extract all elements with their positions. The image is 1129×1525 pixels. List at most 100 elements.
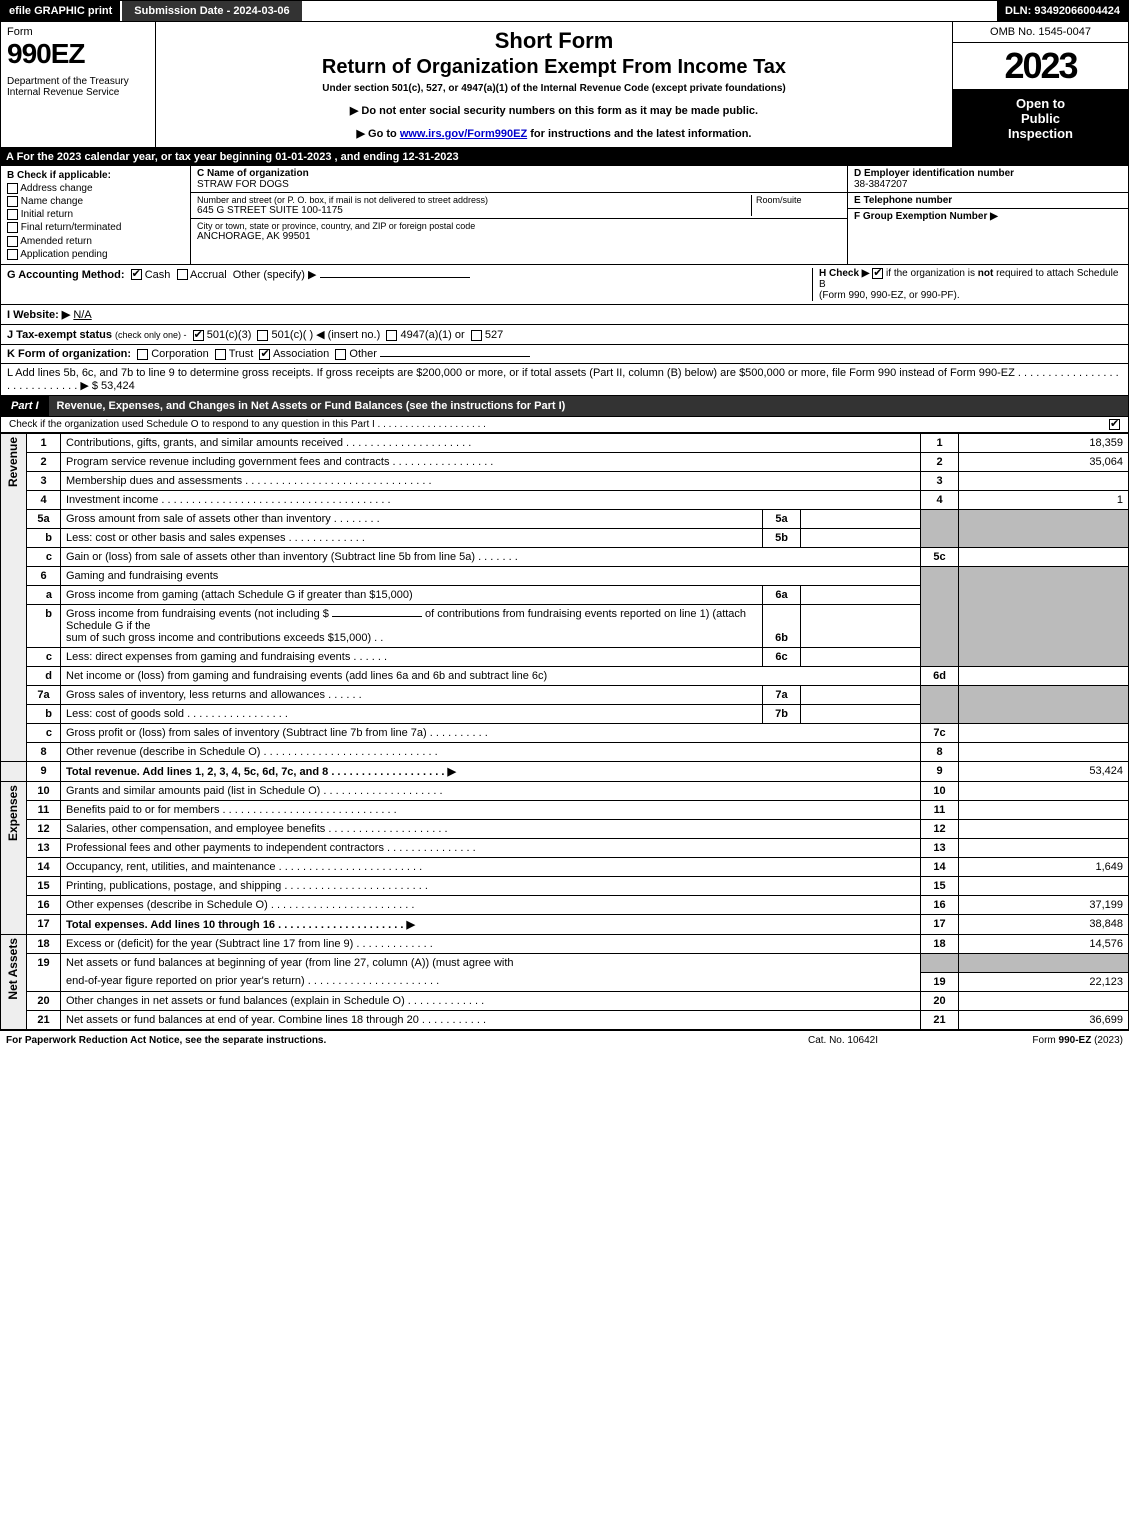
org-city: ANCHORAGE, AK 99501 — [197, 231, 841, 242]
line-14: 14 Occupancy, rent, utilities, and maint… — [1, 858, 1129, 877]
ln-16-val: 37,199 — [959, 896, 1129, 915]
j-label: J Tax-exempt status — [7, 329, 112, 341]
ln-4-desc: Investment income . . . . . . . . . . . … — [61, 491, 921, 510]
ln-19-rnum: 19 — [921, 972, 959, 991]
line-15: 15 Printing, publications, postage, and … — [1, 877, 1129, 896]
chk-4947[interactable] — [386, 330, 397, 341]
ln-13-val — [959, 839, 1129, 858]
ln-14-val: 1,649 — [959, 858, 1129, 877]
ln-10-desc: Grants and similar amounts paid (list in… — [61, 782, 921, 801]
ln-19-shade-val — [959, 954, 1129, 973]
tax-year: 2023 — [953, 43, 1128, 90]
street-head: Number and street (or P. O. box, if mail… — [197, 195, 751, 205]
ln-1-desc: Contributions, gifts, grants, and simila… — [61, 434, 921, 453]
chk-other-org[interactable] — [335, 349, 346, 360]
form-title-block: Short Form Return of Organization Exempt… — [156, 22, 953, 147]
chk-initial-return-label: Initial return — [21, 209, 73, 220]
irs-link[interactable]: www.irs.gov/Form990EZ — [400, 128, 527, 140]
topbar-spacer — [302, 1, 997, 21]
expenses-vlabel: Expenses — [6, 785, 20, 841]
check-if-applicable: B Check if applicable: Address change Na… — [1, 166, 191, 264]
return-title: Return of Organization Exempt From Incom… — [166, 56, 942, 79]
b-label: B Check if applicable: — [7, 170, 111, 181]
goto-pre: ▶ Go to — [357, 128, 400, 140]
chk-amended-return[interactable]: Amended return — [7, 236, 184, 247]
chk-501c3[interactable] — [193, 330, 204, 341]
ln-6b-blank[interactable] — [332, 616, 422, 617]
line-7a: 7a Gross sales of inventory, less return… — [1, 686, 1129, 705]
ln-8-num: 8 — [27, 743, 61, 762]
omb-number: OMB No. 1545-0047 — [953, 22, 1128, 43]
ln-5a-num: 5a — [27, 510, 61, 529]
chk-527[interactable] — [471, 330, 482, 341]
ln-15-desc: Printing, publications, postage, and shi… — [61, 877, 921, 896]
ln-21-desc: Net assets or fund balances at end of ye… — [61, 1010, 921, 1029]
j-501c3: 501(c)(3) — [207, 329, 252, 341]
dln-label: DLN: 93492066004424 — [997, 1, 1128, 21]
chk-association[interactable] — [259, 349, 270, 360]
line-19a: 19 Net assets or fund balances at beginn… — [1, 954, 1129, 973]
ln-7a-mid: 7a — [763, 686, 801, 705]
ln-17-num: 17 — [27, 915, 61, 935]
line-5a: 5a Gross amount from sale of assets othe… — [1, 510, 1129, 529]
ln-20-rnum: 20 — [921, 991, 959, 1010]
ln-7a-num: 7a — [27, 686, 61, 705]
chk-schedule-o-used[interactable] — [1109, 419, 1120, 430]
ln-5b-mval — [801, 529, 921, 548]
l-value: 53,424 — [98, 380, 135, 392]
efile-print-button[interactable]: efile GRAPHIC print — [1, 1, 120, 21]
ln-6d-desc: Net income or (loss) from gaming and fun… — [61, 667, 921, 686]
chk-corporation[interactable] — [137, 349, 148, 360]
chk-cash[interactable] — [131, 269, 142, 280]
ln-5a-desc: Gross amount from sale of assets other t… — [61, 510, 763, 529]
g-cash: Cash — [145, 269, 171, 281]
form-footer-id: Form 990-EZ (2023) — [943, 1035, 1123, 1046]
footer-form-pre: Form — [1032, 1035, 1058, 1046]
ln-3-num: 3 — [27, 472, 61, 491]
revenue-vlabel-end — [1, 762, 27, 782]
ln-6d-val — [959, 667, 1129, 686]
ln-8-rnum: 8 — [921, 743, 959, 762]
line-9: 9 Total revenue. Add lines 1, 2, 3, 4, 5… — [1, 762, 1129, 782]
chk-final-return[interactable]: Final return/terminated — [7, 222, 184, 233]
line-5c: c Gain or (loss) from sale of assets oth… — [1, 548, 1129, 567]
city-head: City or town, state or province, country… — [197, 221, 841, 231]
ln-16-desc: Other expenses (describe in Schedule O) … — [61, 896, 921, 915]
row-k-form-org: K Form of organization: Corporation Trus… — [0, 345, 1129, 364]
ln-8-desc: Other revenue (describe in Schedule O) .… — [61, 743, 921, 762]
chk-initial-return[interactable]: Initial return — [7, 209, 184, 220]
chk-application-pending[interactable]: Application pending — [7, 249, 184, 260]
g-accrual: Accrual — [190, 269, 227, 281]
ln-5c-num: c — [27, 548, 61, 567]
ssn-warning: ▶ Do not enter social security numbers o… — [166, 104, 942, 117]
ln-6-shade-val — [959, 567, 1129, 667]
chk-schedule-b-not-required[interactable] — [872, 268, 883, 279]
ln-6c-mid: 6c — [763, 648, 801, 667]
netassets-vlabel: Net Assets — [6, 938, 20, 1000]
ln-20-val — [959, 991, 1129, 1010]
ln-6a-mid: 6a — [763, 586, 801, 605]
chk-trust[interactable] — [215, 349, 226, 360]
line-10: Expenses 10 Grants and similar amounts p… — [1, 782, 1129, 801]
open-line1: Open to — [957, 96, 1124, 111]
goto-link-line: ▶ Go to www.irs.gov/Form990EZ for instru… — [166, 127, 942, 140]
ln-5ab-shade-num — [921, 510, 959, 548]
chk-501c[interactable] — [257, 330, 268, 341]
ln-5ab-shade-val — [959, 510, 1129, 548]
line-7c: c Gross profit or (loss) from sales of i… — [1, 724, 1129, 743]
ln-13-rnum: 13 — [921, 839, 959, 858]
k-other-blank[interactable] — [380, 356, 530, 357]
chk-address-change[interactable]: Address change — [7, 183, 184, 194]
chk-name-change[interactable]: Name change — [7, 196, 184, 207]
chk-accrual[interactable] — [177, 269, 188, 280]
line-18: Net Assets 18 Excess or (deficit) for th… — [1, 935, 1129, 954]
ln-6-shade-num — [921, 567, 959, 667]
g-other-blank[interactable] — [320, 277, 470, 278]
h-text1: if the organization is — [886, 268, 978, 279]
ln-20-desc: Other changes in net assets or fund bala… — [61, 991, 921, 1010]
row-g-h: G Accounting Method: Cash Accrual Other … — [0, 265, 1129, 305]
ln-12-desc: Salaries, other compensation, and employ… — [61, 820, 921, 839]
ln-4-rnum: 4 — [921, 491, 959, 510]
ln-18-num: 18 — [27, 935, 61, 954]
k-other: Other — [349, 348, 377, 360]
